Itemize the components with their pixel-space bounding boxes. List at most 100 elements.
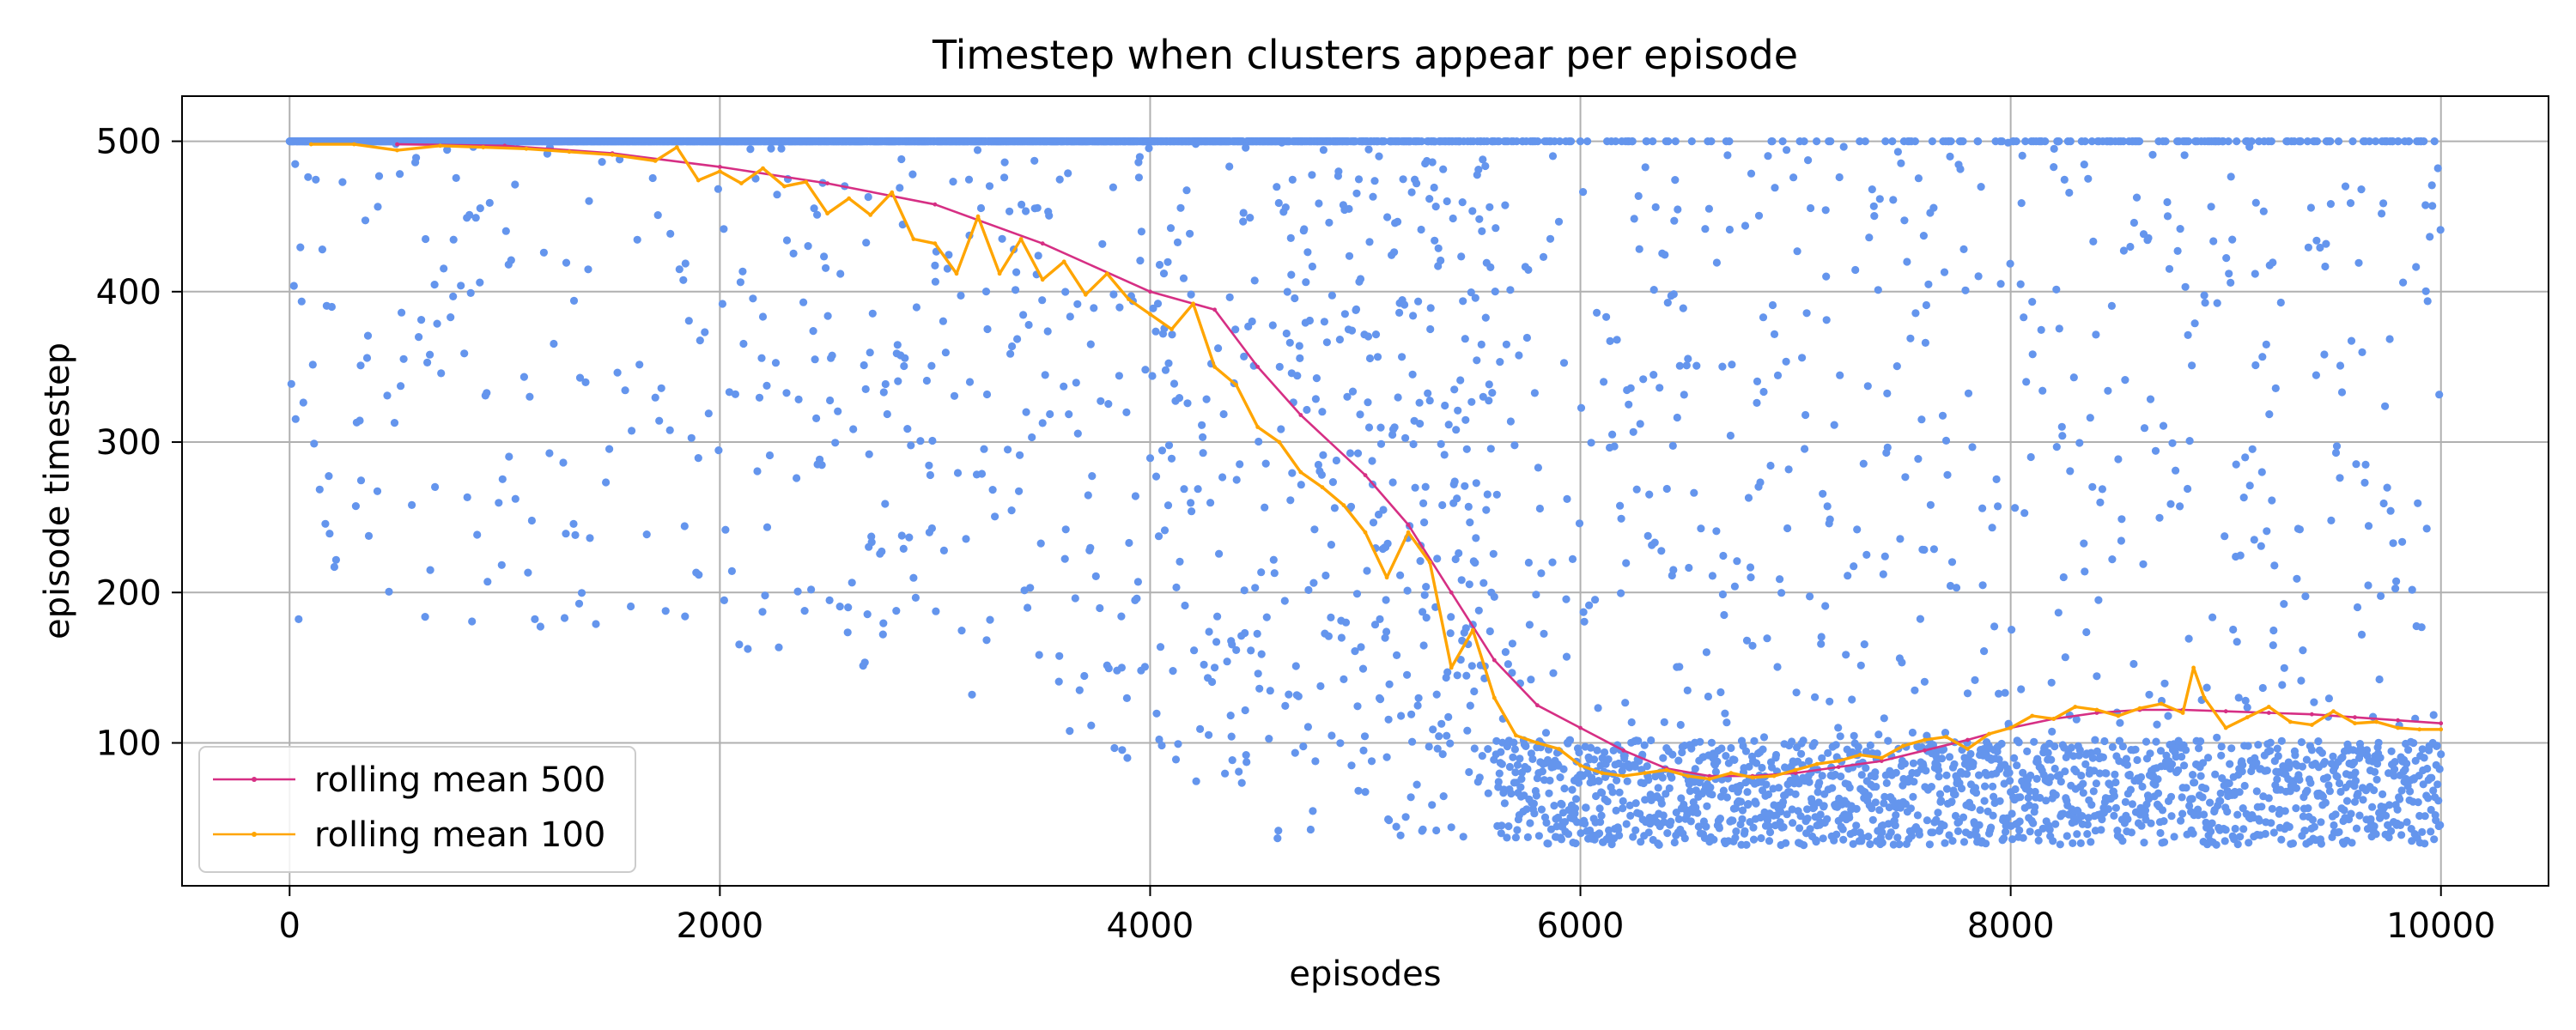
scatter-point	[2299, 646, 2307, 655]
scatter-point	[1671, 176, 1680, 185]
scatter-point	[1176, 203, 1185, 212]
scatter-point	[1771, 184, 1779, 192]
scatter-point	[2184, 330, 2192, 339]
scatter-point	[2270, 561, 2279, 570]
scatter-point	[2073, 830, 2081, 839]
scatter-point	[2314, 737, 2323, 746]
scatter-point	[2379, 790, 2387, 799]
scatter-point	[1255, 684, 1264, 693]
scatter-point	[1181, 601, 1189, 610]
scatter-point	[1281, 203, 1290, 212]
scatter-point	[1016, 451, 1024, 459]
scatter-point	[681, 259, 690, 268]
scatter-point	[2295, 775, 2304, 785]
scatter-point	[899, 544, 908, 554]
scatter-point	[1273, 183, 1281, 191]
scatter-point	[2387, 827, 2396, 835]
scatter-point	[2429, 711, 2438, 719]
scatter-point	[2326, 137, 2335, 146]
scatter-point	[1798, 354, 1807, 362]
scatter-point	[1463, 726, 1472, 735]
scatter-point	[1522, 333, 1531, 342]
scatter-point	[1875, 806, 1884, 815]
scatter-point	[2359, 796, 2367, 804]
scatter-point	[1407, 188, 1416, 197]
scatter-point	[1922, 766, 1930, 775]
scatter-point	[1432, 690, 1441, 699]
scatter-point	[894, 377, 902, 385]
scatter-point	[1430, 183, 1438, 192]
scatter-point	[1752, 799, 1760, 808]
scatter-point	[1356, 275, 1365, 283]
scatter-point	[1478, 752, 1486, 760]
scatter-point	[1028, 433, 1036, 442]
scatter-point	[1246, 214, 1255, 222]
scatter-point	[2375, 675, 2384, 684]
scatter-point	[2273, 744, 2281, 753]
scatter-point	[2351, 768, 2360, 777]
scatter-point	[932, 607, 940, 615]
scatter-point	[1055, 651, 1064, 660]
scatter-point	[2391, 585, 2400, 593]
scatter-point	[1332, 456, 1340, 465]
scatter-point	[364, 531, 374, 541]
scatter-point	[1563, 494, 1571, 504]
scatter-point	[1343, 392, 1352, 401]
scatter-point	[1663, 829, 1672, 838]
scatter-point	[1670, 216, 1679, 225]
scatter-point	[1294, 692, 1303, 700]
scatter-point	[1215, 549, 1224, 558]
scatter-point	[1175, 394, 1184, 403]
scatter-point	[1721, 709, 1729, 718]
scatter-point	[2263, 766, 2271, 775]
scatter-point	[931, 261, 939, 270]
scatter-point	[1595, 804, 1604, 813]
scatter-point	[1617, 514, 1625, 523]
scatter-point	[823, 312, 832, 320]
scatter-point	[1369, 518, 1378, 527]
scatter-point	[1617, 589, 1625, 597]
scatter-point	[1133, 578, 1142, 586]
scatter-point	[2060, 175, 2069, 184]
scatter-point	[1982, 839, 1990, 848]
scatter-point	[1713, 757, 1722, 766]
scatter-point	[953, 469, 963, 477]
scatter-point	[457, 282, 465, 290]
scatter-point	[1911, 137, 1919, 146]
scatter-point	[982, 636, 991, 645]
scatter-point	[2083, 821, 2092, 829]
scatter-point	[2144, 233, 2153, 242]
scatter-point	[1464, 502, 1473, 512]
scatter-point	[1722, 752, 1730, 760]
scatter-point	[1212, 638, 1221, 646]
scatter-point	[2026, 827, 2034, 836]
scatter-point	[1730, 755, 1739, 765]
scatter-point	[1893, 362, 1901, 371]
scatter-point	[1557, 835, 1566, 844]
scatter-point	[1631, 826, 1640, 834]
scatter-point	[1504, 660, 1512, 669]
scatter-point	[1529, 799, 1538, 808]
scatter-point	[1247, 646, 1255, 655]
scatter-point	[1346, 502, 1356, 511]
scatter-point	[1462, 671, 1471, 680]
scatter-point	[1239, 209, 1248, 217]
scatter-point	[2276, 298, 2285, 307]
scatter-point	[2368, 803, 2377, 811]
scatter-point	[813, 210, 822, 219]
scatter-point	[2058, 432, 2067, 440]
scatter-point	[2209, 237, 2218, 245]
scatter-point	[1461, 624, 1470, 633]
scatter-point	[1903, 258, 1911, 266]
scatter-point	[2266, 738, 2275, 747]
scatter-point	[1104, 664, 1113, 673]
scatter-point	[2010, 754, 2019, 762]
scatter-point	[1073, 429, 1082, 438]
scatter-point	[912, 303, 920, 312]
scatter-point	[1474, 606, 1483, 615]
scatter-point	[1816, 810, 1825, 819]
scatter-point	[1358, 664, 1368, 673]
scatter-point	[1859, 459, 1868, 468]
scatter-point	[1194, 485, 1202, 494]
scatter-point	[1419, 499, 1428, 508]
